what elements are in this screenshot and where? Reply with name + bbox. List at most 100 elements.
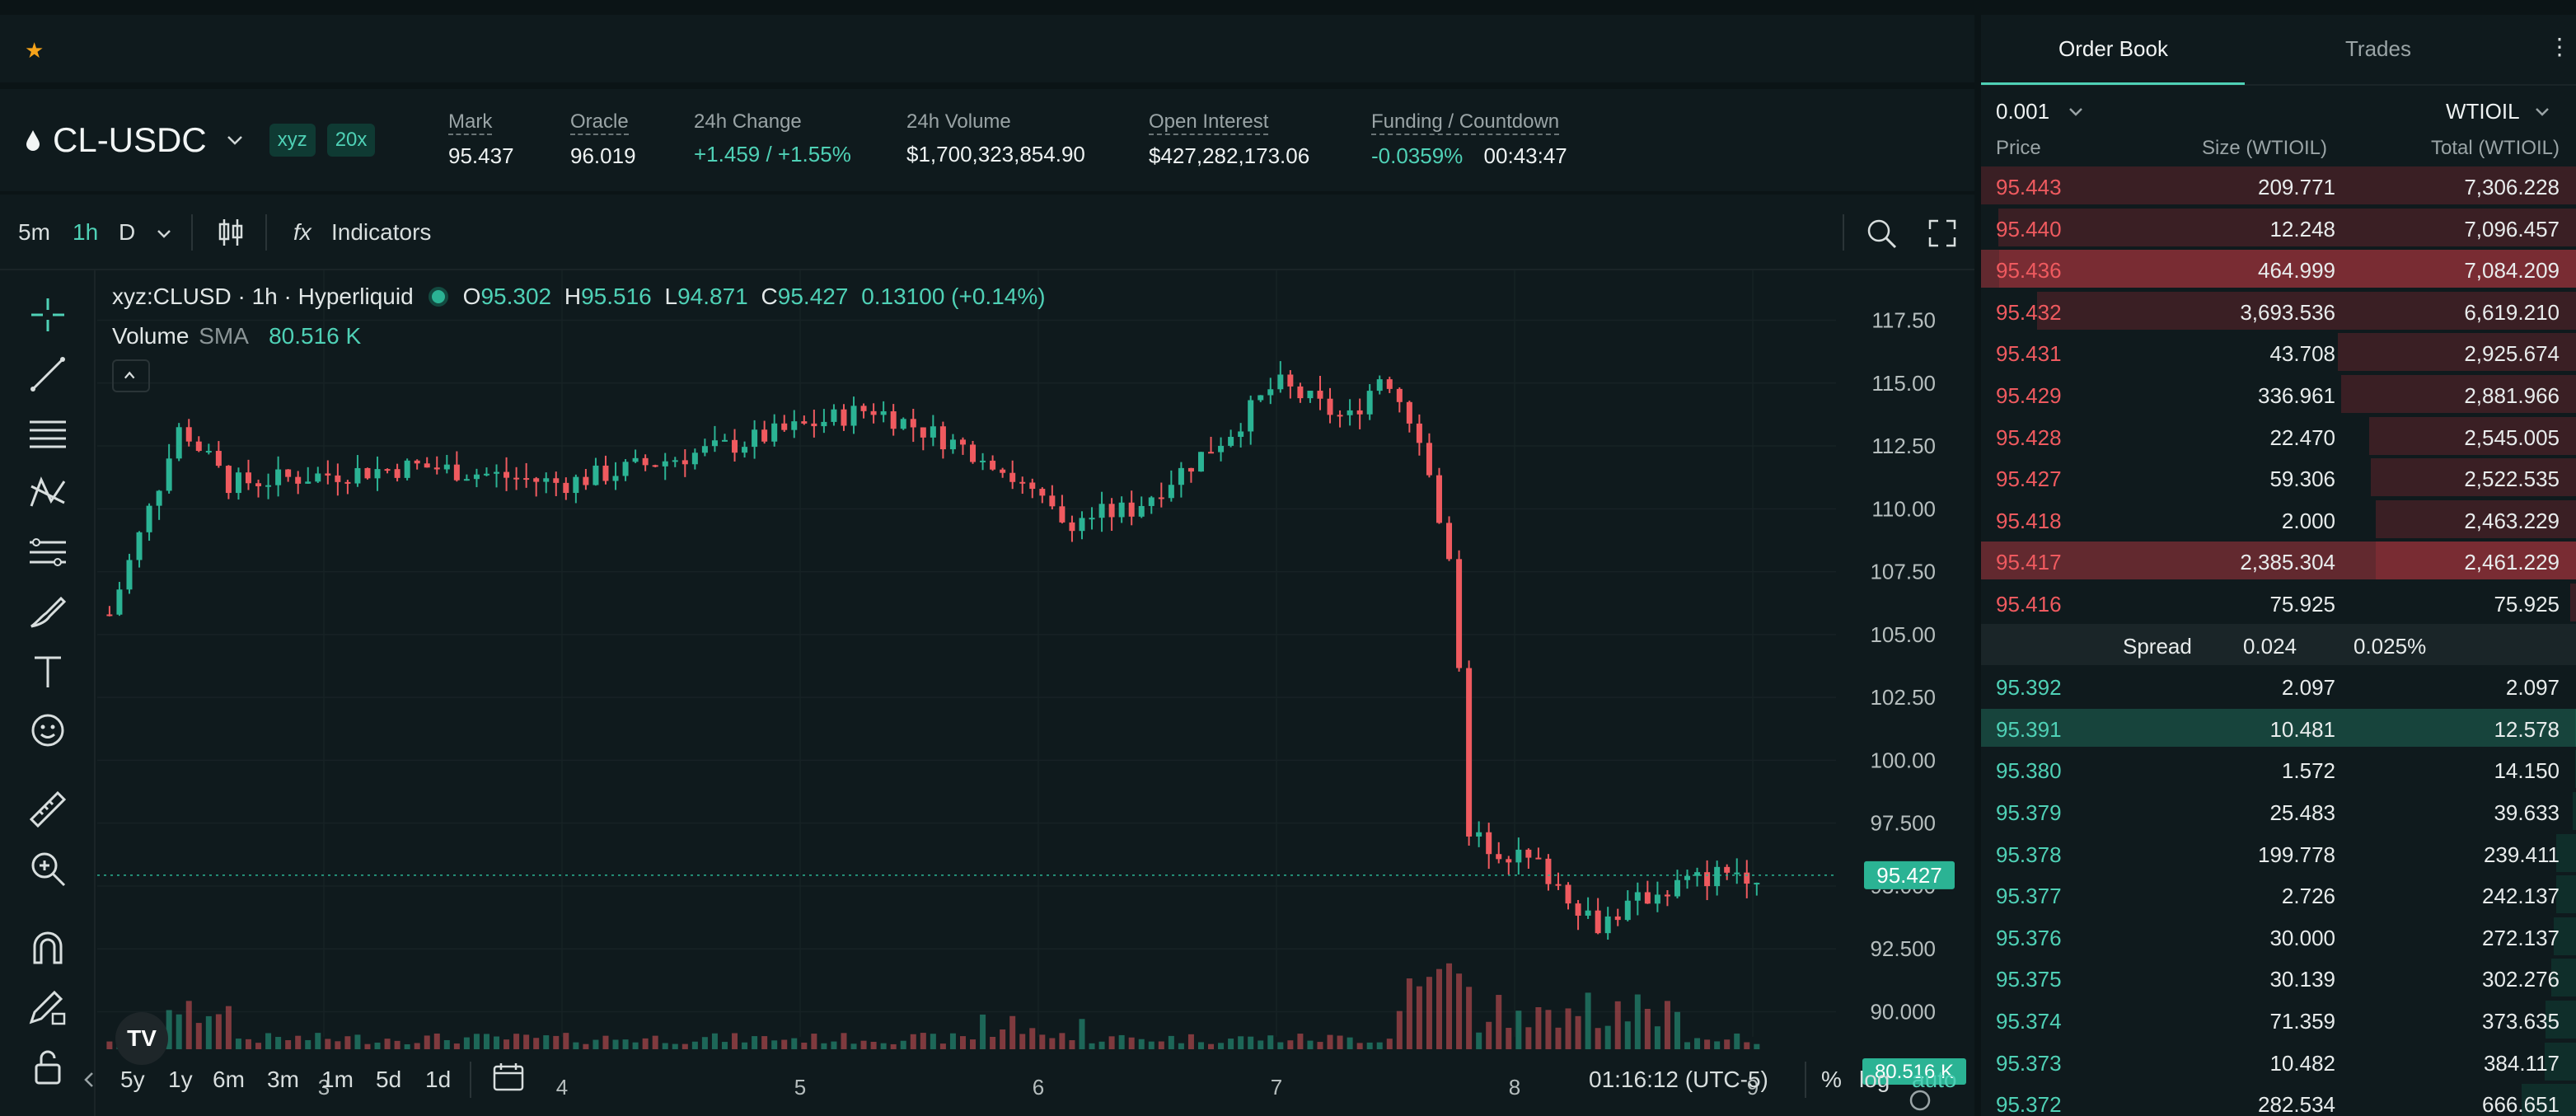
tab-order-book[interactable]: Order Book [2058, 36, 2168, 61]
stat-label: 24h Volume [906, 110, 1011, 133]
bid-row[interactable]: 95.376 30.000 272.137 [1981, 916, 2576, 957]
last-price-tag [1864, 860, 1955, 889]
candle-body [1118, 502, 1125, 518]
more-options-icon[interactable]: ⋮ [2548, 34, 2571, 59]
log-toggle[interactable]: log [1859, 1067, 1890, 1092]
range-5y[interactable]: 5y [120, 1067, 145, 1092]
price-cell: 95.436 [1996, 258, 2062, 284]
range-1m[interactable]: 1m [321, 1067, 354, 1092]
bid-row[interactable]: 95.372 282.534 666.651 [1981, 1082, 2576, 1116]
range-6m[interactable]: 6m [213, 1067, 245, 1092]
pattern-tool[interactable] [25, 470, 71, 516]
price-cell: 95.375 [1996, 967, 2062, 992]
tab-trades[interactable]: Trades [2345, 36, 2411, 61]
fullscreen-icon[interactable] [1927, 218, 1958, 249]
bid-row[interactable]: 95.392 2.097 2.097 [1981, 665, 2576, 706]
draw-lock-tool[interactable] [25, 984, 71, 1030]
bid-row[interactable]: 95.374 71.359 373.635 [1981, 999, 2576, 1040]
depth-bar [2545, 1042, 2576, 1081]
zoom-tool[interactable] [25, 846, 71, 892]
volume-bar [1019, 1034, 1026, 1049]
volume-bar [850, 1043, 857, 1049]
ask-row[interactable]: 95.418 2.000 2,463.229 [1981, 499, 2576, 540]
chart-area[interactable]: 117.50 115.00 112.50 110.00 107.50 105.00 102.… [97, 270, 1974, 1116]
calendar-icon[interactable] [491, 1060, 526, 1095]
ask-row[interactable]: 95.431 43.708 2,925.674 [1981, 331, 2576, 373]
lock-tool[interactable] [25, 1043, 71, 1090]
text-tool[interactable] [25, 648, 71, 694]
volume-bar [1356, 1043, 1363, 1049]
bid-row[interactable]: 95.378 199.778 239.411 [1981, 832, 2576, 874]
collapse-legend-button[interactable] [112, 359, 150, 392]
asset-unit-select[interactable]: WTIOIL [2446, 99, 2520, 124]
candle-body [443, 464, 450, 470]
chevron-down-icon[interactable] [223, 129, 246, 152]
bid-row[interactable]: 95.380 1.572 14.150 [1981, 748, 2576, 790]
range-3m[interactable]: 3m [267, 1067, 299, 1092]
volume-bar [949, 1033, 956, 1049]
price-chart[interactable]: 117.50 115.00 112.50 110.00 107.50 105.00 102.… [97, 270, 1974, 1116]
ask-row[interactable]: 95.427 59.306 2,522.535 [1981, 457, 2576, 498]
chart-panel: 5m 1h D fx Indicators [0, 195, 1974, 1116]
candle-body [1545, 858, 1552, 884]
header-size: Size (WTIOIL) [2201, 137, 2327, 159]
magnet-tool[interactable] [25, 925, 71, 971]
ask-row[interactable]: 95.429 336.961 2,881.966 [1981, 373, 2576, 415]
ask-row[interactable]: 95.432 3,693.536 6,619.210 [1981, 290, 2576, 331]
chart-bottom-bar: 5y 1y 6m 3m 1m 5d 1d 01:16:12 (UTC-5) % … [97, 1039, 1974, 1116]
volume-bar [1515, 1010, 1522, 1049]
tradingview-logo[interactable]: TV [115, 1012, 168, 1065]
symbol-selector[interactable]: CL-USDC xyz 20x [25, 120, 376, 160]
star-icon[interactable]: ★ [25, 38, 44, 63]
settings-gear-icon[interactable] [1909, 1090, 1931, 1111]
bid-row[interactable]: 95.373 10.482 384.117 [1981, 1041, 2576, 1082]
interval-5m[interactable]: 5m [18, 219, 50, 245]
trendline-tool[interactable] [25, 351, 71, 397]
range-5d[interactable]: 5d [376, 1067, 402, 1092]
quick-search-icon[interactable] [1864, 216, 1899, 251]
horizontal-lines-tool[interactable] [25, 410, 71, 457]
stat-value: 95.437 [448, 143, 514, 168]
fib-tool[interactable] [25, 529, 71, 575]
range-1y[interactable]: 1y [168, 1067, 193, 1092]
candle-body [1138, 505, 1145, 517]
auto-toggle[interactable]: auto [1912, 1067, 1957, 1092]
range-1d[interactable]: 1d [425, 1067, 452, 1092]
ohlc-values: O95.302 H95.516 L94.871 C95.427 0.13100 … [463, 284, 1052, 310]
bid-row[interactable]: 95.391 10.481 12.578 [1981, 707, 2576, 748]
bid-row[interactable]: 95.375 30.139 302.276 [1981, 957, 2576, 998]
emoji-tool[interactable] [25, 707, 71, 753]
indicators-button[interactable]: Indicators [331, 219, 432, 245]
chevron-down-icon[interactable] [2533, 102, 2551, 120]
ask-row[interactable]: 95.436 464.999 7,084.209 [1981, 248, 2576, 289]
chevron-down-icon[interactable] [155, 224, 173, 242]
bid-row[interactable]: 95.379 25.483 39.633 [1981, 790, 2576, 832]
size-cell: 1.572 [2281, 758, 2335, 784]
interval-1h[interactable]: 1h [73, 219, 99, 245]
depth-bar [2036, 291, 2576, 330]
candle-body [215, 451, 222, 467]
crosshair-tool[interactable] [25, 292, 71, 338]
chevron-down-icon[interactable] [2067, 102, 2085, 120]
ask-row[interactable]: 95.440 12.248 7,096.457 [1981, 207, 2576, 248]
brush-tool[interactable] [25, 588, 71, 635]
ask-row[interactable]: 95.443 209.771 7,306.228 [1981, 165, 2576, 206]
size-cell: 25.483 [2269, 800, 2335, 825]
ask-row[interactable]: 95.417 2,385.304 2,461.229 [1981, 540, 2576, 581]
orderbook-panel: Order Book Trades ⋮ 0.001 WTIOIL Price S… [1981, 15, 2576, 1116]
percent-toggle[interactable]: % [1821, 1067, 1842, 1092]
candle-body [384, 469, 391, 471]
tick-size-select[interactable]: 0.001 [1996, 99, 2050, 124]
leverage-badge[interactable]: 20x [326, 124, 376, 157]
ruler-tool[interactable] [25, 786, 71, 832]
size-cell: 209.771 [2258, 175, 2335, 199]
collapse-toolbar-icon[interactable] [82, 1070, 96, 1090]
candlestick-type-icon[interactable] [216, 216, 246, 249]
ask-row[interactable]: 95.428 22.470 2,545.005 [1981, 415, 2576, 457]
ask-row[interactable]: 95.416 75.925 75.925 [1981, 582, 2576, 623]
candle-body [732, 439, 738, 453]
bid-row[interactable]: 95.377 2.726 242.137 [1981, 874, 2576, 915]
header-price: Price [1996, 137, 2041, 159]
interval-d[interactable]: D [119, 219, 136, 245]
candle-body [176, 427, 182, 459]
